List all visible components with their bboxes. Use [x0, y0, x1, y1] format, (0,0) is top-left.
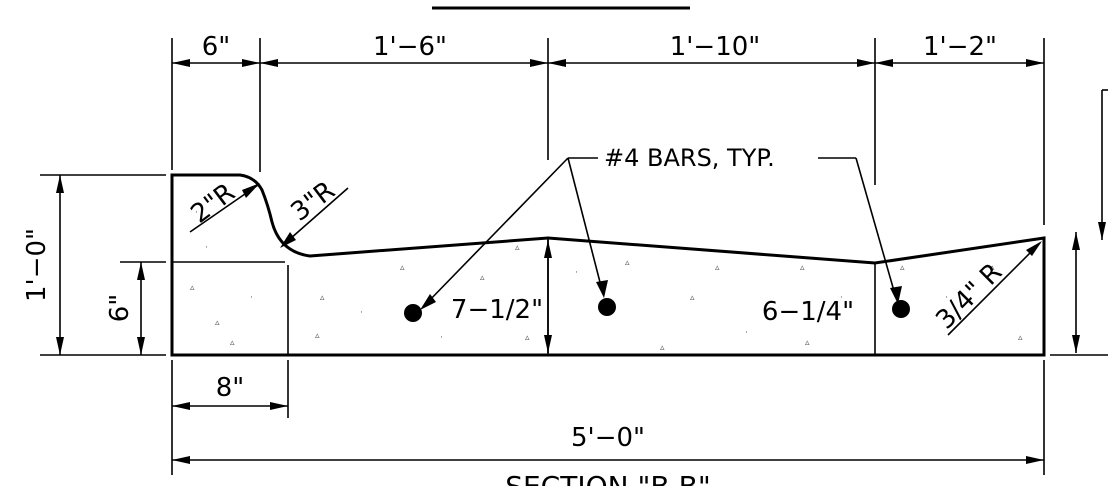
dim-1ft0-left: 1'−0" [22, 228, 52, 302]
radius-3in-label: 3"R [286, 176, 341, 228]
svg-text:·: · [205, 243, 208, 253]
svg-text:▵: ▵ [315, 331, 320, 341]
svg-text:▵: ▵ [525, 333, 530, 343]
radius-2in-label: 2"R [186, 178, 241, 230]
svg-text:▵: ▵ [190, 283, 195, 293]
dim-6in-top: 6" [202, 32, 231, 62]
dim-5ft0: 5'−0" [571, 423, 645, 453]
depth-dimensions [544, 240, 552, 353]
svg-text:▵: ▵ [715, 263, 720, 273]
svg-text:▵: ▵ [320, 293, 325, 303]
svg-text:▵: ▵ [480, 273, 485, 283]
svg-text:·: · [250, 293, 253, 303]
svg-text:▵: ▵ [1018, 333, 1023, 343]
dim-8in: 8" [216, 373, 245, 403]
svg-text:▵: ▵ [990, 263, 995, 273]
dim-6in-left: 6" [105, 294, 135, 323]
left-dimensions [40, 174, 166, 356]
svg-text:·: · [195, 208, 198, 218]
dim-1ft2: 1'−2" [923, 32, 997, 62]
rebar-2 [598, 298, 616, 316]
dim-depth-6-25: 6−1/4" [762, 297, 854, 327]
svg-text:·: · [575, 268, 578, 278]
dim-1ft10: 1'−10" [670, 32, 761, 62]
svg-text:▵: ▵ [900, 263, 905, 273]
svg-text:·: · [440, 333, 443, 343]
radius-3-4in-label: 3/4" R [930, 257, 1008, 335]
callout-leaders [420, 157, 902, 310]
svg-text:▵: ▵ [400, 263, 405, 273]
right-dimension [1050, 89, 1108, 356]
concrete-hatch: ▵ ▵ · ▵ · · ▵ ▵ · ▵ · ▵ ▵ ▵ · ▵ ▵ ▵ ▵ · ▵ ▵ · ▵ ▵ ▵ · [190, 208, 1023, 353]
rebar-1 [404, 304, 422, 322]
bottom-dimensions [171, 360, 1045, 475]
section-outline [170, 173, 1046, 357]
svg-text:·: · [360, 308, 363, 318]
svg-text:▵: ▵ [660, 343, 665, 353]
svg-text:▵: ▵ [690, 293, 695, 303]
svg-text:·: · [745, 328, 748, 338]
dim-depth-7-5: 7−1/2" [451, 295, 543, 325]
svg-text:▵: ▵ [805, 338, 810, 348]
svg-text:▵: ▵ [230, 338, 235, 348]
rebar-callout: #4 BARS, TYP. [604, 144, 775, 172]
top-dimensions [171, 38, 1045, 225]
rebar-3 [892, 300, 910, 318]
svg-text:▵: ▵ [800, 263, 805, 273]
svg-text:▵: ▵ [215, 318, 220, 328]
svg-text:▵: ▵ [625, 258, 630, 268]
svg-text:▵: ▵ [515, 243, 520, 253]
dim-1ft6: 1'−6" [373, 32, 447, 62]
svg-text:·: · [945, 293, 948, 303]
radius-leaders [189, 183, 1042, 336]
svg-text:·: · [840, 293, 843, 303]
section-title: SECTION "B-B" [505, 470, 711, 486]
